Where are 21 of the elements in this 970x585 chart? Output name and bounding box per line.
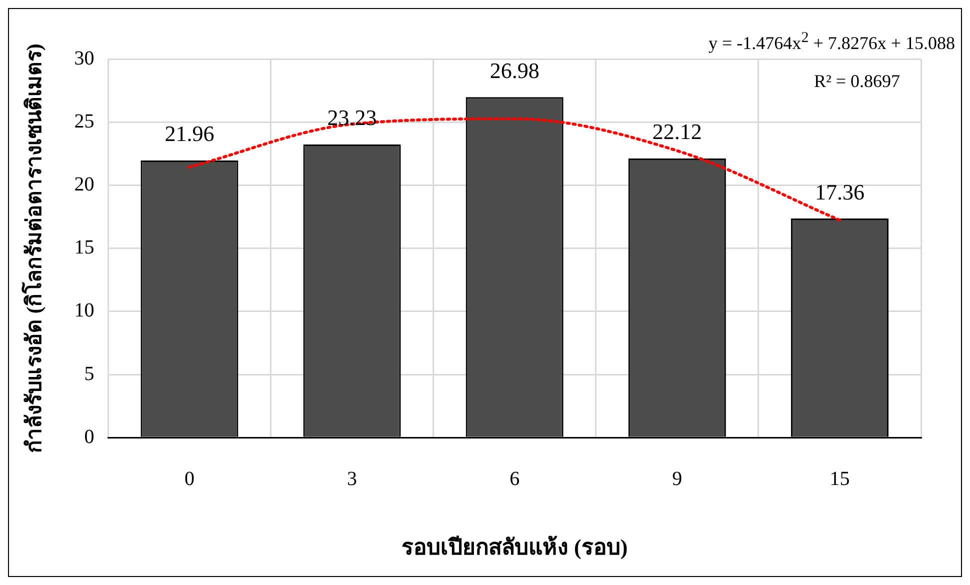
x-axis-title: รอบเปียกสลับแห้ง (รอบ)	[402, 534, 628, 560]
y-tick-label: 15	[74, 236, 94, 259]
data-label: 22.12	[652, 119, 702, 144]
data-label: 21.96	[164, 121, 214, 146]
data-label: 23.23	[327, 105, 377, 130]
x-tick-label: 0	[184, 468, 194, 490]
y-tick-label: 30	[74, 47, 94, 70]
y-tick-label: 25	[74, 110, 94, 132]
x-tick-label: 6	[510, 468, 520, 490]
x-tick-label: 15	[830, 468, 850, 490]
y-axis-title: กำลังรับแรงอัด (กิโลกรัมต่อตารางเซนติเมตร)	[21, 44, 46, 453]
y-tick-label: 0	[84, 426, 94, 448]
data-label: 26.98	[490, 58, 540, 83]
data-label: 17.36	[814, 179, 864, 204]
y-tick-label: 5	[84, 362, 94, 385]
y-tick-label: 10	[74, 300, 94, 322]
text: y = -1.4764x$^{2}$ + 7.8276x + 15.088	[708, 29, 956, 55]
x-tick-label: 9	[672, 468, 682, 490]
y-tick-label: 20	[74, 173, 94, 196]
annotation: R² = 0.8697	[812, 70, 901, 93]
x-tick-label: 3	[347, 468, 358, 490]
